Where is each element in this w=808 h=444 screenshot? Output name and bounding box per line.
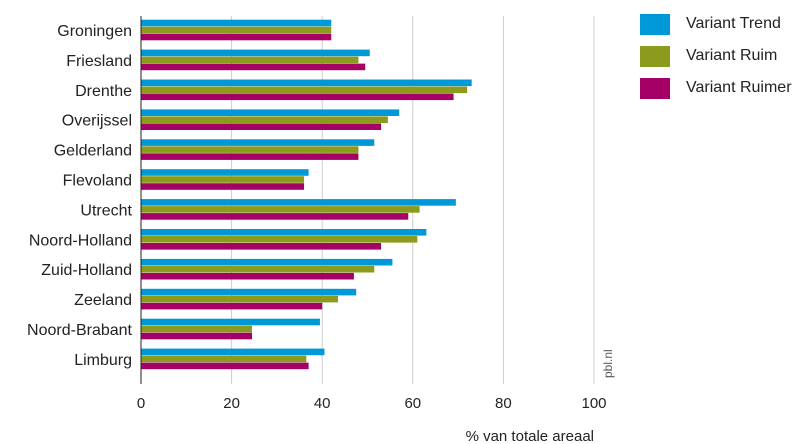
bar [141, 199, 456, 206]
bar [141, 348, 325, 356]
x-tick-label: 0 [137, 395, 145, 412]
bar [141, 302, 323, 310]
bar [141, 116, 388, 123]
legend-item: Variant Ruim [640, 45, 792, 67]
category-label: Gelderland [54, 143, 132, 160]
bar [141, 236, 418, 243]
bar [141, 26, 332, 34]
bar [141, 295, 339, 303]
bar [141, 146, 359, 153]
bar [141, 93, 454, 101]
x-tick-label: 80 [495, 395, 512, 412]
category-label: Utrecht [80, 202, 132, 219]
bar [141, 318, 320, 326]
bar [141, 79, 472, 87]
legend-label: Variant Ruim [686, 47, 778, 64]
legend-swatch [640, 13, 670, 35]
legend: Variant Trend Variant Ruim Variant Ruimer [640, 13, 792, 110]
bar [141, 183, 305, 190]
category-label: Noord-Holland [29, 232, 132, 249]
category-label: Flevoland [63, 173, 132, 190]
bar [141, 49, 370, 57]
bar [141, 33, 332, 41]
bar [141, 229, 427, 236]
bar [141, 109, 400, 116]
bar [141, 206, 420, 213]
bar [141, 123, 382, 130]
bar [141, 272, 354, 280]
category-label: Drenthe [75, 83, 132, 100]
legend-swatch [640, 77, 670, 99]
legend-label: Variant Ruimer [686, 79, 792, 96]
category-label: Zeeland [74, 292, 132, 309]
bar [141, 213, 409, 220]
category-label: Overijssel [62, 113, 132, 130]
bar [141, 153, 359, 160]
bar [141, 176, 305, 183]
x-tick-label: 100 [581, 395, 606, 412]
x-tick-label: 40 [314, 395, 331, 412]
category-label: Noord-Brabant [27, 322, 133, 339]
bar [141, 265, 375, 273]
bar [141, 63, 366, 71]
bar [141, 19, 332, 27]
bar [141, 169, 309, 176]
bar [141, 56, 359, 64]
category-label: Zuid-Holland [41, 262, 132, 279]
bar [141, 325, 252, 333]
bar [141, 362, 309, 370]
bar [141, 355, 307, 363]
x-tick-label: 60 [404, 395, 421, 412]
x-tick-label: 20 [223, 395, 240, 412]
category-label: Groningen [57, 23, 132, 40]
bars [141, 19, 472, 370]
category-labels: Groningen Friesland Drenthe Overijssel Gelde… [27, 23, 133, 369]
pbl-watermark: pbl.nl [601, 349, 615, 378]
category-label: Limburg [74, 352, 132, 369]
bar [141, 139, 375, 146]
bar [141, 243, 382, 250]
category-label: Friesland [66, 53, 132, 70]
bar [141, 258, 393, 266]
legend-item: Variant Ruimer [640, 77, 792, 99]
legend-label: Variant Trend [686, 15, 781, 32]
bar [141, 332, 252, 340]
bar [141, 288, 357, 296]
bar [141, 86, 468, 94]
legend-swatch [640, 45, 670, 67]
legend-item: Variant Trend [640, 13, 792, 35]
x-tick-labels: 0 20 40 60 80 100 [137, 395, 607, 412]
x-axis-title: % van totale areaal [466, 428, 594, 444]
